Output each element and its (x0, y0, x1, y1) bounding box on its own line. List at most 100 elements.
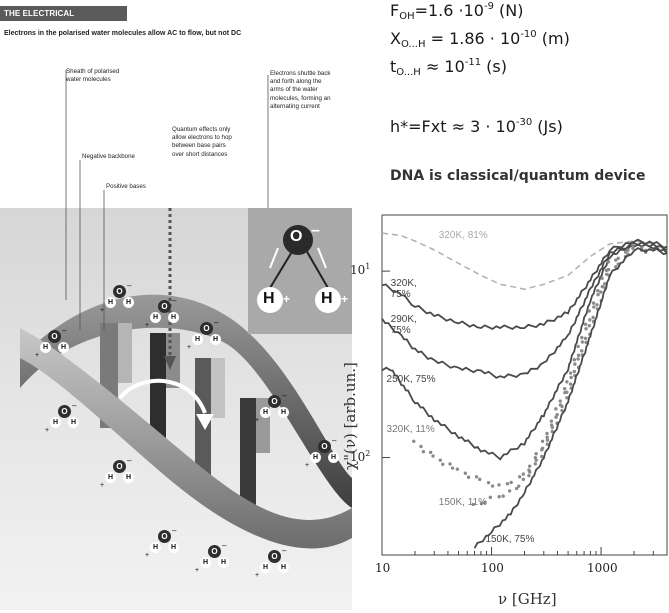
data-point (584, 326, 588, 331)
data-point (565, 380, 569, 384)
data-point (600, 285, 605, 289)
action-equation: h*=Fxt ≈ 3 · 10-30 (Js) (390, 117, 563, 136)
time-equation: tO...H ≈ 10-11 (s) (390, 57, 507, 78)
water-negative-charge: – (127, 281, 132, 290)
water-positive-charge: + (145, 322, 150, 329)
dna-claim-heading: DNA is classical/quantum device (390, 168, 646, 184)
data-point (580, 349, 584, 353)
water-hydrogen-atom: H (200, 557, 211, 568)
data-point (448, 462, 452, 466)
water-hydrogen-atom: H (218, 557, 229, 568)
data-point (554, 407, 558, 411)
series-label: 150K, 75% (485, 534, 535, 546)
data-point (412, 439, 416, 443)
water-hydrogen-atom: H (278, 407, 289, 418)
data-point (509, 480, 513, 485)
water-positive-charge: + (255, 572, 260, 579)
inset-hydrogen-right: H (321, 290, 333, 307)
data-point (554, 415, 558, 419)
water-hydrogen-atom: H (168, 312, 179, 323)
series-line (381, 243, 668, 461)
data-point (545, 431, 549, 436)
water-hydrogen-atom: H (123, 472, 134, 483)
water-hydrogen-atom: H (192, 334, 203, 345)
data-point (596, 288, 600, 293)
water-oxygen-atom: O (318, 440, 331, 453)
backbone-ribbon-back (20, 294, 352, 508)
data-point (482, 501, 487, 505)
x-tick-label: 10 (375, 561, 391, 575)
data-point (431, 454, 435, 458)
force-equation: FOH=1.6 ·10-9 (N) (390, 1, 524, 22)
series-label: 290K, 75% (390, 313, 417, 336)
data-point (517, 475, 522, 479)
data-point (497, 495, 501, 499)
water-oxygen-atom: O (113, 460, 126, 473)
data-point (501, 494, 505, 498)
dna-infographic: THE ELECTRICAL PROPERTIES OF DNA Electro… (0, 6, 352, 610)
data-point (614, 258, 618, 262)
data-point (534, 452, 538, 456)
data-point (528, 470, 532, 474)
water-hydrogen-atom: H (260, 562, 271, 573)
data-point (507, 489, 512, 493)
water-oxygen-atom: O (158, 530, 171, 543)
data-point (565, 390, 569, 394)
data-point (588, 318, 592, 322)
data-point (479, 501, 484, 506)
series-label: 320K, 75% (390, 278, 417, 301)
data-point (599, 290, 603, 294)
data-point (545, 435, 549, 440)
current-arrow (118, 378, 207, 414)
series-line (473, 247, 668, 549)
water-positive-charge: + (145, 552, 150, 559)
data-point (521, 472, 525, 476)
water-hydrogen-atom: H (150, 312, 161, 323)
data-point (450, 466, 455, 470)
data-point (490, 484, 495, 488)
data-point (560, 408, 564, 413)
water-hydrogen-atom: H (260, 407, 271, 418)
water-oxygen-atom: O (48, 330, 61, 343)
data-point (560, 404, 564, 409)
water-negative-charge: – (332, 436, 337, 445)
data-point (486, 480, 491, 485)
series-label: 320K, 11% (386, 424, 435, 436)
distance-equation: XO...H = 1.86 · 10-10 (m) (390, 29, 570, 50)
data-point (572, 358, 577, 362)
data-point (623, 250, 628, 254)
data-point (555, 412, 559, 417)
data-point (591, 301, 596, 305)
dna-helix-drawing (20, 208, 352, 549)
chart-x-axis-title: ν [GHz] (498, 590, 557, 608)
water-negative-charge: – (282, 391, 287, 400)
data-point (549, 419, 554, 423)
infographic-title: THE ELECTRICAL PROPERTIES OF DNA (0, 6, 127, 33)
data-point (533, 462, 538, 466)
infographic-subtitle: Electrons in the polarised water molecul… (4, 30, 242, 37)
data-point (419, 444, 423, 449)
data-point (534, 458, 538, 462)
water-oxygen-atom: O (113, 285, 126, 298)
backbone-ribbon-front (20, 328, 352, 549)
water-oxygen-atom: O (208, 545, 221, 558)
data-point (595, 303, 599, 307)
data-point (600, 276, 604, 280)
callout-sheath: Sheath of polarised water molecules (66, 68, 120, 84)
water-molecules: O H H – + O H H – + O H H – + O H H – + O H H – + O H H – + O H H – + O H H – +… (35, 281, 337, 579)
data-point (428, 450, 433, 455)
water-hydrogen-atom: H (310, 452, 321, 463)
data-point (521, 477, 525, 482)
data-point (527, 473, 531, 478)
water-negative-charge: – (72, 401, 77, 410)
water-positive-charge: + (255, 417, 260, 424)
chart-plot-area (381, 214, 668, 556)
data-point (545, 438, 550, 442)
water-positive-charge: + (100, 307, 105, 314)
data-point (471, 502, 476, 507)
water-oxygen-atom: O (268, 550, 281, 563)
data-point (463, 471, 468, 475)
data-point (540, 446, 545, 451)
